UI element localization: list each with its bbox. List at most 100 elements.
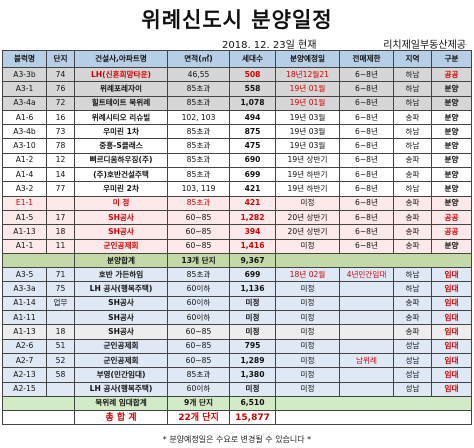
cell-resale: 6~8년 bbox=[339, 238, 394, 254]
table-row: A3-4b 73 우미린 1차 85초과 875 19년 03월 6~8년 하남 분양 bbox=[2, 124, 472, 140]
cell-resale: 6~8년 bbox=[339, 181, 394, 197]
cell-region: 하남 bbox=[393, 181, 432, 197]
cell-date: 20년 상반기 bbox=[275, 209, 340, 226]
cell-units: 475 bbox=[229, 138, 276, 154]
cell-area: 85초과 bbox=[167, 138, 230, 154]
cell-block: A3-4a bbox=[2, 95, 47, 111]
cell-block: A3-2 bbox=[2, 181, 47, 197]
cell-date: 미정 bbox=[275, 310, 340, 326]
cell-units: 795 bbox=[229, 338, 276, 354]
summary-units: 9,367 bbox=[229, 252, 276, 269]
table-row: A3-3b 74 LH(신혼희망타운) 46,55 508 18년12월21 6~8년 하남 공… bbox=[2, 66, 472, 83]
cell-resale: 6~8년 bbox=[339, 195, 394, 211]
cell-name: SH공사 bbox=[74, 224, 168, 240]
cell-units: 1,282 bbox=[229, 209, 276, 226]
cell-name: SH공사 bbox=[74, 310, 168, 326]
cell-units: 미정 bbox=[229, 324, 276, 340]
table-row: A3-5 71 호반 가든하임 85초과 699 18년 02월 4년민간임대 하남 임대 bbox=[2, 267, 472, 283]
cell-block: A1-11 bbox=[2, 310, 47, 326]
cell-block: A2-7 bbox=[2, 352, 47, 369]
cell-resale: 6~8년 bbox=[339, 81, 394, 97]
provider-credit: 리치제일부동산제공 bbox=[383, 40, 466, 51]
cell-block: A1-4 bbox=[2, 167, 47, 183]
cell-units: 690 bbox=[229, 152, 276, 169]
cell-units: 1,416 bbox=[229, 238, 276, 254]
cell-type: 임대 bbox=[431, 381, 472, 397]
table-row: A2-15 LH 공사(행복주택) 60이하 미정 미정 성남 임대 bbox=[2, 381, 472, 397]
table-row: 분양합계 13개 단지 9,367 bbox=[2, 252, 472, 269]
cell-name: SH공사 bbox=[74, 209, 168, 226]
cell-resale bbox=[339, 281, 394, 297]
summary-spacer bbox=[275, 410, 472, 426]
cell-name: SH공사 bbox=[74, 324, 168, 340]
cell-date: 미정 bbox=[275, 367, 340, 383]
cell-region: 성남 bbox=[393, 381, 432, 397]
cell-resale: 6~8년 bbox=[339, 124, 394, 140]
summary-spacer bbox=[2, 252, 75, 269]
cell-resale: 6~8년 bbox=[339, 138, 394, 154]
cell-type: 분양 bbox=[431, 195, 472, 211]
cell-resale bbox=[339, 338, 394, 354]
cell-type: 임대 bbox=[431, 352, 472, 369]
table-row: A3-3a 75 LH 공사(행복주택) 60이하 1,136 미정 하남 임대 bbox=[2, 281, 472, 297]
table-row: A1-5 17 SH공사 60~85 1,282 20년 상반기 6~8년 송파 공공 bbox=[2, 209, 472, 226]
cell-name: 미 정 bbox=[74, 195, 168, 211]
cell-resale bbox=[339, 295, 394, 312]
summary-label: 총 합 계 bbox=[74, 410, 168, 426]
cell-units: 558 bbox=[229, 81, 276, 97]
cell-area: 85초과 bbox=[167, 95, 230, 111]
cell-type: 분양 bbox=[431, 138, 472, 154]
cell-block: A3-1 bbox=[2, 81, 47, 97]
cell-danji: 12 bbox=[46, 152, 75, 169]
cell-area: 60~85 bbox=[167, 352, 230, 369]
cell-danji: 74 bbox=[46, 66, 75, 83]
footnote: * 분양예정일은 수요로 변경될 수 있습니다 * bbox=[162, 435, 312, 444]
cell-date: 미정 bbox=[275, 324, 340, 340]
header-units: 세대수 bbox=[229, 50, 276, 68]
cell-danji: 51 bbox=[46, 338, 75, 354]
cell-area: 85초과 bbox=[167, 81, 230, 97]
cell-date: 18년12월21 bbox=[275, 66, 340, 83]
cell-units: 421 bbox=[229, 181, 276, 197]
as-of-date: 2018. 12. 23일 현재 bbox=[222, 40, 317, 51]
cell-area: 102, 103 bbox=[167, 109, 230, 126]
summary-spacer bbox=[275, 252, 472, 269]
cell-area: 85초과 bbox=[167, 367, 230, 383]
cell-area: 60이하 bbox=[167, 281, 230, 297]
cell-danji: 업무 bbox=[46, 295, 75, 312]
cell-area: 46,55 bbox=[167, 66, 230, 83]
cell-name: 우미린 2차 bbox=[74, 181, 168, 197]
cell-region: 송파 bbox=[393, 324, 432, 340]
header-area: 면적(㎡) bbox=[167, 50, 230, 68]
cell-block: A2-15 bbox=[2, 381, 47, 397]
cell-date: 18년 02월 bbox=[275, 267, 340, 283]
cell-type: 임대 bbox=[431, 324, 472, 340]
summary-spacer bbox=[2, 410, 75, 426]
table-row: A2-6 51 군인공제회 60~85 795 미정 성남 임대 bbox=[2, 338, 472, 354]
cell-danji bbox=[46, 381, 75, 397]
summary-units: 15,877 bbox=[229, 410, 276, 426]
cell-resale: 6~8년 bbox=[339, 224, 394, 240]
cell-danji: 52 bbox=[46, 352, 75, 369]
cell-type: 임대 bbox=[431, 281, 472, 297]
cell-danji: 58 bbox=[46, 367, 75, 383]
cell-resale: 6~8년 bbox=[339, 66, 394, 83]
table-row: 총 합 계 22개 단지 15,877 bbox=[2, 410, 472, 426]
cell-region: 하남 bbox=[393, 81, 432, 97]
cell-date: 19년 01월 bbox=[275, 81, 340, 97]
cell-name: 군인공제회 bbox=[74, 352, 168, 369]
cell-name: 위례포레자이 bbox=[74, 81, 168, 97]
cell-units: 421 bbox=[229, 195, 276, 211]
cell-units: 508 bbox=[229, 66, 276, 83]
cell-block: A1-1 bbox=[2, 238, 47, 254]
cell-units: 875 bbox=[229, 124, 276, 140]
table-row: 북위례 임대합계 9개 단지 6,510 bbox=[2, 395, 472, 412]
cell-danji: 72 bbox=[46, 95, 75, 111]
cell-units: 1,380 bbox=[229, 367, 276, 383]
cell-region: 하남 bbox=[393, 138, 432, 154]
page-title: 위례신도시 분양일정 bbox=[141, 8, 333, 32]
cell-resale: 6~8년 bbox=[339, 152, 394, 169]
cell-date: 미정 bbox=[275, 338, 340, 354]
summary-spacer bbox=[2, 395, 75, 412]
cell-type: 분양 bbox=[431, 109, 472, 126]
